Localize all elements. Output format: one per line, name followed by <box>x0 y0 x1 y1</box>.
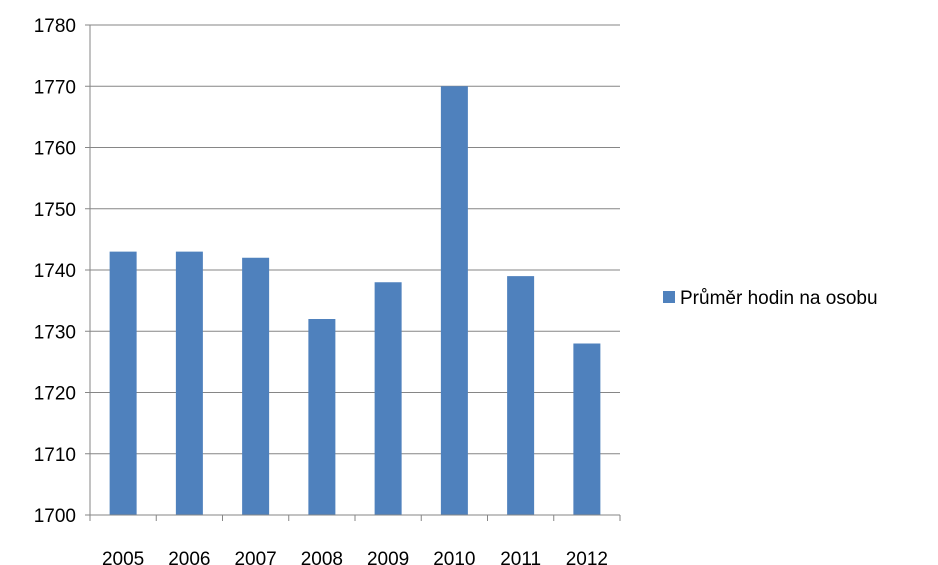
bar-2008 <box>308 319 336 515</box>
bar-2010 <box>440 86 468 515</box>
y-tick-label: 1710 <box>34 445 76 466</box>
y-tick-label: 1730 <box>34 322 76 343</box>
legend: Průměr hodin na osobu <box>663 288 878 309</box>
x-tick-label: 2006 <box>168 549 210 565</box>
bar-2012 <box>573 343 601 515</box>
x-axis-tick-labels: 2005 2006 2007 2008 2009 2010 2011 2012 <box>102 549 608 565</box>
y-tick-label: 1750 <box>34 200 76 221</box>
axes <box>85 24 621 521</box>
y-tick-label: 1770 <box>34 77 76 98</box>
x-tick-label: 2005 <box>102 549 144 565</box>
x-tick-label: 2009 <box>367 549 409 565</box>
bar-2007 <box>242 257 270 515</box>
y-tick-label: 1740 <box>34 261 76 282</box>
y-tick-label: 1700 <box>34 506 76 527</box>
y-tick-label: 1720 <box>34 384 76 405</box>
x-tick-label: 2011 <box>500 549 541 565</box>
bar-2005 <box>109 251 137 515</box>
x-tick-label: 2008 <box>301 549 343 565</box>
legend-swatch <box>663 291 675 303</box>
bar-2011 <box>507 276 535 515</box>
legend-label: Průměr hodin na osobu <box>680 288 878 309</box>
x-tick-label: 2012 <box>566 549 608 565</box>
x-tick-label: 2010 <box>433 549 475 565</box>
x-tick-label: 2007 <box>234 549 276 565</box>
y-tick-label: 1760 <box>34 139 76 160</box>
bar-2009 <box>374 282 402 515</box>
bar-2006 <box>175 251 203 515</box>
y-tick-label: 1780 <box>34 16 76 37</box>
gridlines <box>90 24 620 455</box>
bars <box>109 86 601 515</box>
y-axis-tick-labels: 1700 1710 1720 1730 1740 1750 1760 1770 1780 <box>34 16 76 527</box>
